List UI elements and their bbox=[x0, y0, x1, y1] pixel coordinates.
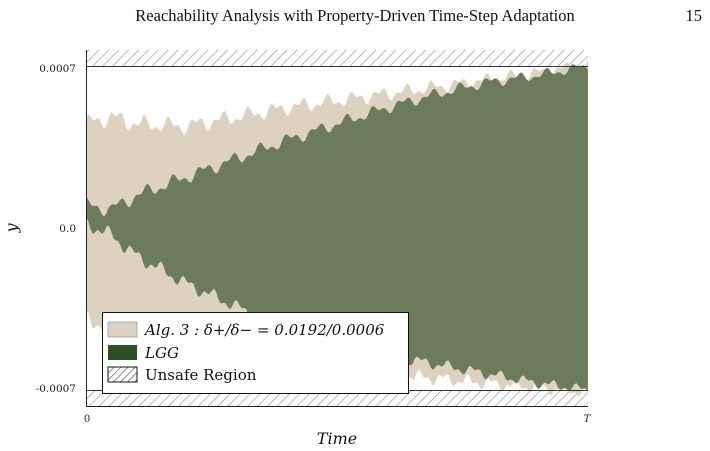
unsafe-region-bottom bbox=[86, 391, 588, 406]
x-axis-label: Time bbox=[317, 429, 357, 448]
unsafe-region-top bbox=[86, 50, 588, 66]
y-tick-label: -0.0007 bbox=[36, 383, 76, 395]
legend-swatch-lgg bbox=[108, 345, 137, 360]
legend-label-lgg: LGG bbox=[144, 344, 179, 362]
x-tick-label: 0 bbox=[84, 414, 90, 425]
y-tick-label: 0.0007 bbox=[39, 63, 76, 75]
legend-swatch-alg3 bbox=[107, 321, 138, 338]
running-title: Reachability Analysis with Property-Driv… bbox=[135, 6, 575, 25]
lgg-reach-band bbox=[86, 64, 588, 392]
y-axis-label: y bbox=[2, 223, 21, 234]
legend: Alg. 3 : δ+/δ− = 0.0192/0.0006 LGG Unsaf… bbox=[102, 312, 409, 394]
legend-label-alg3: Alg. 3 : δ+/δ− = 0.0192/0.0006 bbox=[143, 321, 385, 339]
page-header: Reachability Analysis with Property-Driv… bbox=[0, 0, 710, 30]
y-tick-label: 0.0 bbox=[59, 223, 76, 235]
page-number: 15 bbox=[685, 6, 703, 25]
x-tick-label: T bbox=[584, 414, 592, 425]
legend-box bbox=[102, 312, 409, 394]
legend-label-unsafe: Unsafe Region bbox=[145, 366, 257, 384]
legend-swatch-unsafe bbox=[107, 366, 138, 383]
